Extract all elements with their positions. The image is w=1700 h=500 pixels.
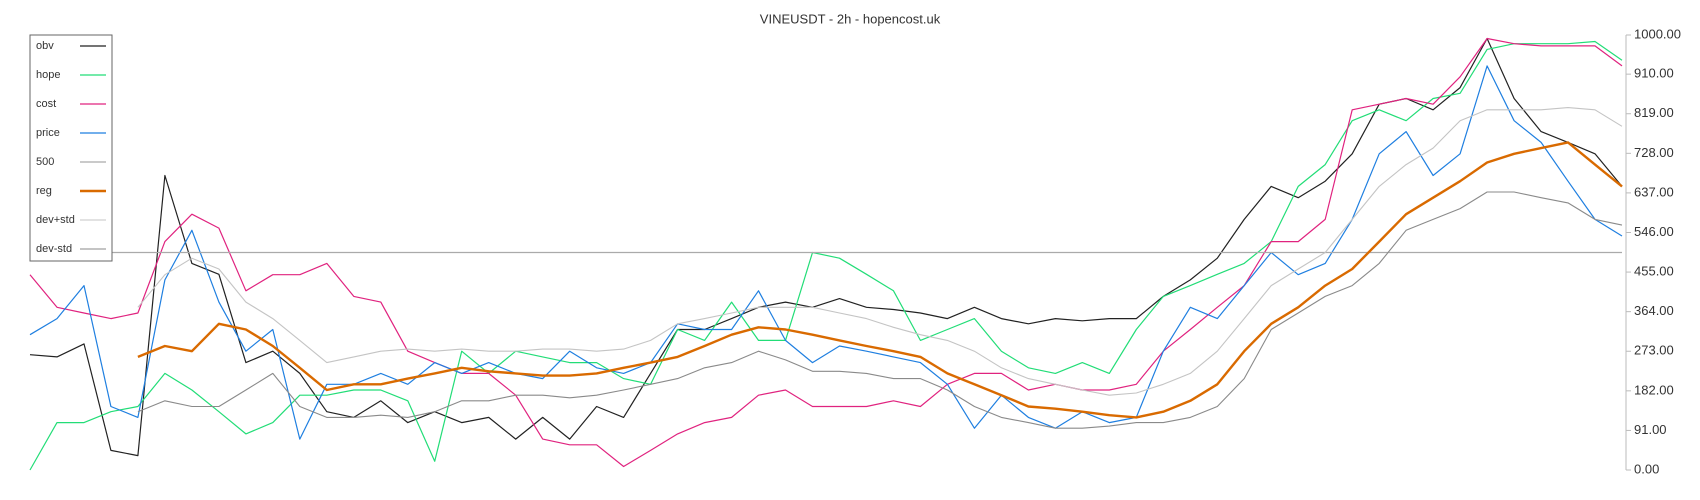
series-line: [29, 37, 1623, 457]
series-line: [137, 191, 1623, 429]
series-line: [29, 40, 1623, 471]
y-tick-label: 910.00: [1634, 66, 1674, 81]
y-tick-label: 728.00: [1634, 145, 1674, 160]
legend-label: dev-std: [36, 243, 72, 255]
legend: obv hope cost price 500 reg dev+std dev-std: [29, 34, 113, 262]
y-tick-label: 182.00: [1634, 382, 1674, 397]
y-tick-label: 819.00: [1634, 105, 1674, 120]
legend-label: 500: [36, 156, 54, 168]
y-tick-label: 91.00: [1634, 422, 1667, 437]
legend-box: [29, 34, 113, 262]
y-tick-label: 637.00: [1634, 184, 1674, 199]
series-line: [137, 107, 1623, 396]
y-tick-label: 273.00: [1634, 343, 1674, 358]
y-tick-label: 1000.00: [1634, 26, 1681, 41]
legend-label: hope: [36, 69, 60, 81]
legend-label: reg: [36, 185, 52, 197]
y-tick-label: 364.00: [1634, 303, 1674, 318]
legend-label: obv: [36, 40, 54, 52]
y-tick-label: 455.00: [1634, 264, 1674, 279]
legend-label: dev+std: [36, 214, 75, 226]
y-tick-label: 0.00: [1634, 461, 1659, 476]
series-line: [137, 141, 1623, 419]
y-tick-label: 546.00: [1634, 224, 1674, 239]
legend-label: price: [36, 127, 60, 139]
series-line: [29, 37, 1623, 468]
series-line: [29, 65, 1623, 440]
chart-title: VINEUSDT - 2h - hopencost.uk: [760, 11, 941, 26]
legend-label: cost: [36, 98, 56, 110]
